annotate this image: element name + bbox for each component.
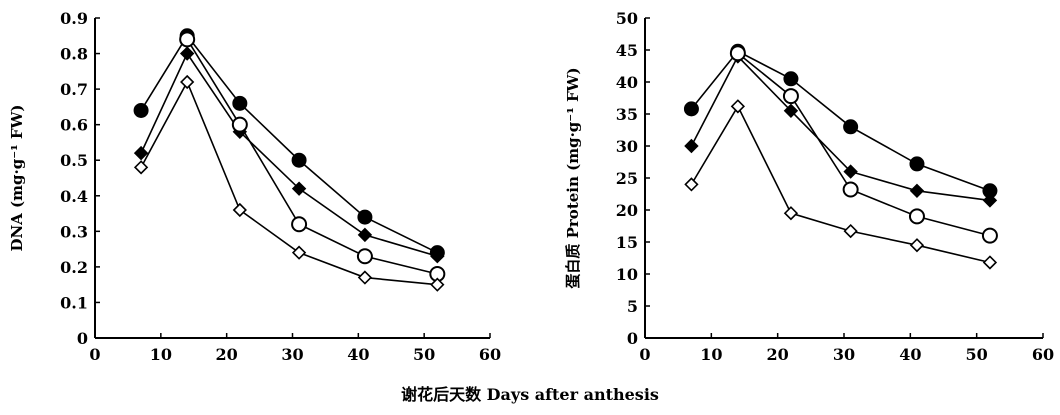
data-point-open-diamond [843,223,858,239]
data-point-filled-circle [133,102,149,118]
protein-panel: 0 10 20 30 40 50 60 0 5 10 15 20 25 30 35 40 45 50 蛋白质 Pro… [564,9,1054,364]
y-tick-label: 0.8 [60,45,88,64]
data-point-filled-circle [291,152,307,168]
data-point-filled-diamond [783,103,799,119]
series-line-open-diamond [140,80,438,286]
x-tick-label: 10 [150,345,172,364]
data-point-filled-circle [232,95,248,111]
y-tick-label: 35 [616,105,638,124]
x-tick-label: 0 [639,345,650,364]
x-tick-label: 50 [413,345,435,364]
data-point-filled-diamond [909,183,925,199]
y-axis-title: DNA (mg·g⁻¹ FW) [8,104,26,251]
data-point-filled-circle [843,119,859,135]
data-point-open-diamond [430,277,445,292]
y-tick-label: 40 [616,73,638,92]
y-tick-label: 0 [627,329,638,348]
data-point-open-circle [842,181,859,198]
data-point-open-circle [179,31,196,48]
data-point-open-diamond [982,255,998,270]
data-point-open-circle [981,227,998,244]
data-point-filled-diamond [357,227,373,243]
data-point-open-circle [729,45,746,62]
dna-panel: 0 10 20 30 40 50 60 0 0.1 0.2 0.3 0.4 0.5 0.6 0.7 0.8 0.… [8,9,501,364]
y-tick-label: 0.5 [60,151,88,170]
data-point-open-circle [356,248,373,265]
y-tick-label: 15 [616,233,638,252]
y-tick-label: 45 [616,41,638,60]
data-point-filled-circle [783,71,799,87]
x-tick-label: 40 [899,345,921,364]
y-tick-label: 0.3 [60,222,88,241]
data-point-filled-diamond [291,181,307,196]
y-tick-label: 0.4 [60,187,88,206]
data-point-filled-diamond [982,193,998,208]
data-point-open-diamond [684,177,699,192]
series-line-open-circle [737,52,991,237]
series-line-filled-diamond [690,55,991,202]
data-point-open-diamond [232,202,247,218]
data-point-open-diamond [133,160,149,175]
y-tick-label: 0.9 [60,9,88,28]
data-point-filled-circle [909,156,925,172]
data-point-filled-diamond [843,164,858,179]
data-point-open-diamond [909,238,925,253]
x-tick-label: 20 [216,345,238,364]
y-tick-label: 5 [627,297,638,316]
y-axis-title: 蛋白质 Protein (mg·g⁻¹ FW) [564,67,582,288]
x-tick-label: 60 [479,345,501,364]
data-point-open-diamond [730,99,745,114]
series-line-filled-circle [140,34,438,254]
x-tick-label: 30 [833,345,855,364]
data-point-open-diamond [357,270,373,285]
y-tick-label: 30 [616,137,638,156]
y-tick-label: 0.6 [60,116,88,135]
data-point-open-diamond [783,206,799,221]
data-point-filled-diamond [133,145,149,161]
x-tick-label: 40 [347,345,369,364]
data-point-filled-diamond [430,249,445,264]
data-point-open-circle [291,216,308,233]
data-point-filled-circle [357,209,373,225]
x-tick-label: 50 [966,345,988,364]
data-point-filled-diamond [684,138,699,154]
data-point-open-circle [782,88,799,105]
x-tick-label: 30 [281,345,303,364]
y-tick-label: 0.1 [60,293,88,312]
y-tick-label: 25 [616,169,638,188]
data-point-filled-diamond [179,46,195,61]
data-point-open-diamond [291,245,307,260]
x-tick-label: 20 [767,345,789,364]
shared-x-axis-label: 谢花后天数 Days after anthesis [401,385,659,404]
series-line-open-diamond [690,104,991,264]
y-tick-label: 10 [616,265,638,284]
y-tick-label: 0.2 [60,258,88,277]
y-tick-label: 0 [77,329,88,348]
series-line-filled-circle [690,50,991,192]
y-tick-label: 20 [616,201,638,220]
data-point-filled-circle [683,101,699,117]
y-tick-label: 50 [616,9,638,28]
x-tick-label: 60 [1032,345,1054,364]
x-tick-label: 10 [700,345,722,364]
series-line-filled-diamond [140,51,438,257]
series-line-open-circle [186,38,438,275]
y-tick-label: 0.7 [60,80,88,99]
data-point-open-diamond [180,74,195,90]
x-tick-label: 0 [89,345,100,364]
data-point-open-circle [908,208,925,225]
data-point-open-circle [231,116,248,133]
